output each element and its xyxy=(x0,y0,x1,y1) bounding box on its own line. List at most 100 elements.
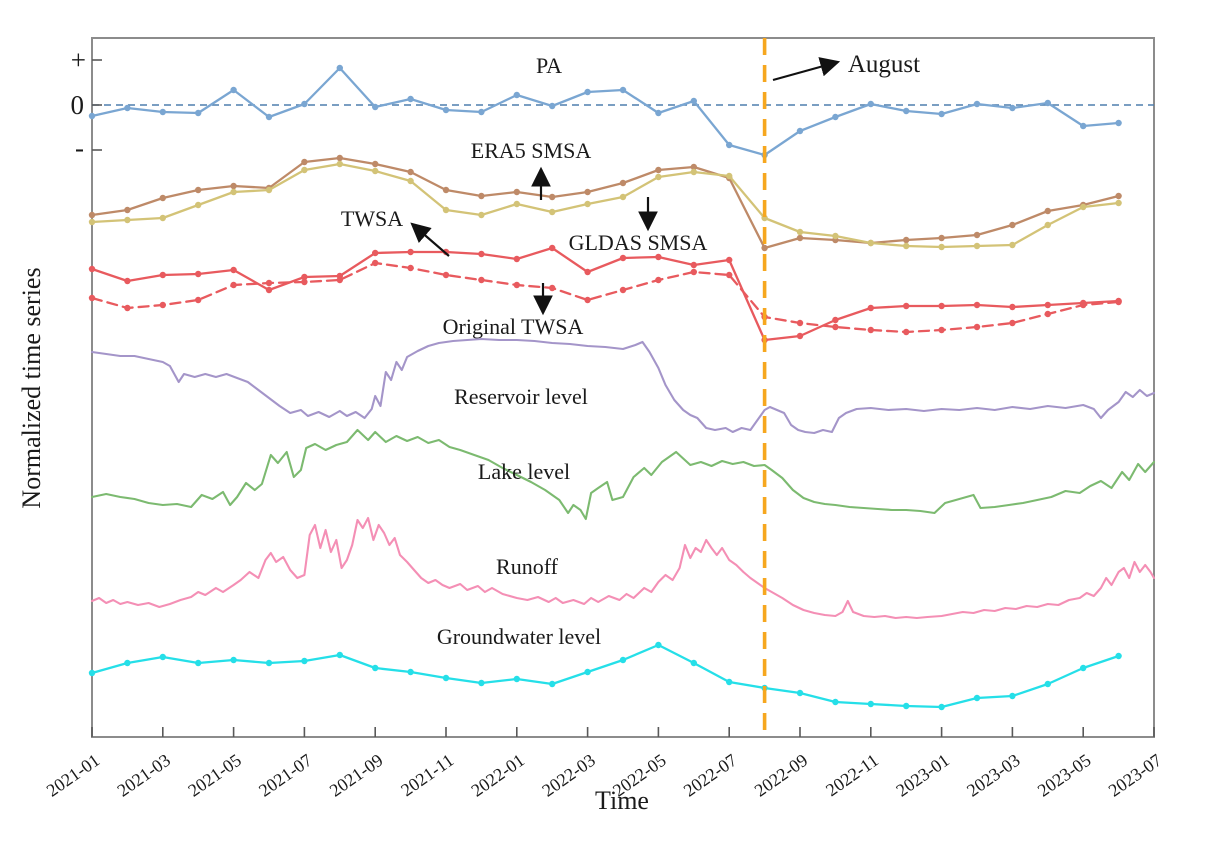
series-marker-era5-smsa xyxy=(1044,207,1052,215)
series-marker-twsa xyxy=(796,332,804,340)
series-label-era5-smsa: ERA5 SMSA xyxy=(471,138,592,163)
series-marker-groundwater-level xyxy=(655,641,662,649)
series-marker-twsa xyxy=(690,261,697,269)
plot-area: 2021-01 2021-03 2021-05 2021-07 2021-09 2021-… xyxy=(43,37,1165,801)
series-marker-gldas-smsa xyxy=(195,201,202,209)
series-marker-era5-smsa xyxy=(584,188,591,196)
series-marker-pa xyxy=(726,141,733,149)
series-marker-gldas-smsa xyxy=(1044,221,1052,229)
series-marker-original-twsa xyxy=(726,271,733,279)
series-marker-era5-smsa xyxy=(230,182,237,190)
series-marker-original-twsa xyxy=(407,264,414,272)
series-marker-gldas-smsa xyxy=(867,239,874,247)
series-marker-original-twsa xyxy=(88,294,96,302)
series-marker-twsa xyxy=(549,244,556,252)
series-marker-pa xyxy=(796,127,804,135)
series-marker-era5-smsa xyxy=(903,236,910,244)
series-marker-era5-smsa xyxy=(796,234,804,242)
series-marker-groundwater-level xyxy=(124,659,131,667)
series-marker-era5-smsa xyxy=(301,158,308,166)
series-marker-original-twsa xyxy=(1009,319,1016,327)
series-marker-era5-smsa xyxy=(407,168,414,176)
series-line-era5-smsa xyxy=(90,156,1120,250)
series-marker-gldas-smsa xyxy=(159,214,166,222)
series-line-pa xyxy=(90,66,1120,157)
series-marker-gldas-smsa xyxy=(938,243,945,251)
series-marker-pa xyxy=(832,113,839,121)
series-marker-pa xyxy=(1080,122,1087,130)
series-marker-twsa xyxy=(1009,303,1016,311)
series-marker-pa xyxy=(88,112,96,120)
arrow-august-arrow xyxy=(772,57,841,82)
series-marker-groundwater-level xyxy=(938,703,945,711)
series-marker-groundwater-level xyxy=(690,659,697,667)
series-marker-original-twsa xyxy=(867,326,874,334)
series-marker-groundwater-level xyxy=(195,659,202,667)
series-marker-gldas-smsa xyxy=(690,168,697,176)
series-label-reservoir-level: Reservoir level xyxy=(454,384,588,409)
series-marker-original-twsa xyxy=(372,259,379,267)
series-marker-groundwater-level xyxy=(513,675,520,683)
series-marker-gldas-smsa xyxy=(265,186,273,194)
series-marker-era5-smsa xyxy=(372,160,379,168)
series-marker-gldas-smsa xyxy=(88,218,96,226)
series-marker-twsa xyxy=(938,302,945,310)
series-marker-era5-smsa xyxy=(478,192,485,200)
series-marker-pa xyxy=(478,108,485,116)
x-tick-label-2021-01: 2021-01 xyxy=(43,750,104,801)
series-marker-era5-smsa xyxy=(938,234,945,242)
series-marker-gldas-smsa xyxy=(726,172,733,180)
series-marker-groundwater-level xyxy=(407,668,414,676)
series-marker-pa xyxy=(265,113,273,121)
series-marker-original-twsa xyxy=(124,304,131,312)
series-marker-twsa xyxy=(973,301,981,309)
series-marker-pa xyxy=(407,95,414,103)
series-marker-pa xyxy=(442,106,450,114)
series-marker-era5-smsa xyxy=(195,186,202,194)
x-tick-label-2023-03: 2023-03 xyxy=(963,750,1024,801)
series-marker-groundwater-level xyxy=(1080,664,1087,672)
series-line-twsa xyxy=(90,246,1120,342)
x-tick-label-2022-03: 2022-03 xyxy=(538,750,599,801)
series-marker-gldas-smsa xyxy=(230,188,237,196)
series-marker-original-twsa xyxy=(655,276,662,284)
series-marker-gldas-smsa xyxy=(442,206,450,214)
series-marker-pa xyxy=(655,109,662,117)
series-marker-pa xyxy=(301,100,308,108)
series-line-reservoir-level xyxy=(90,337,1156,435)
series-marker-gldas-smsa xyxy=(655,173,662,181)
series-marker-era5-smsa xyxy=(1115,192,1122,200)
series-marker-original-twsa xyxy=(796,319,804,327)
series-marker-twsa xyxy=(832,316,839,324)
series-marker-gldas-smsa xyxy=(124,216,131,224)
series-marker-gldas-smsa xyxy=(619,193,627,201)
series-marker-twsa xyxy=(513,255,520,263)
series-marker-twsa xyxy=(478,250,485,258)
x-tick-label-2022-07: 2022-07 xyxy=(680,750,741,801)
series-marker-groundwater-level xyxy=(265,659,273,667)
series-line-groundwater-level xyxy=(90,643,1120,709)
series-marker-pa xyxy=(1044,99,1052,107)
series-marker-original-twsa xyxy=(549,284,556,292)
series-label-lake-level: Lake level xyxy=(478,459,570,484)
y-axis-title: Normalized time series xyxy=(17,267,46,508)
series-marker-original-twsa xyxy=(195,296,202,304)
series-marker-era5-smsa xyxy=(124,206,131,214)
x-tick-label-2022-11: 2022-11 xyxy=(822,750,882,800)
series-marker-pa xyxy=(336,64,343,72)
series-marker-groundwater-level xyxy=(973,694,981,702)
series-marker-pa xyxy=(230,86,237,94)
series-marker-twsa xyxy=(265,286,273,294)
series-marker-twsa xyxy=(1044,301,1052,309)
series-marker-twsa xyxy=(124,277,131,285)
series-marker-gldas-smsa xyxy=(301,166,308,174)
series-marker-pa xyxy=(867,100,874,108)
series-marker-twsa xyxy=(301,273,308,281)
series-label-twsa: TWSA xyxy=(341,206,403,231)
series-marker-groundwater-level xyxy=(584,668,591,676)
series-marker-pa xyxy=(549,102,556,110)
series-marker-groundwater-level xyxy=(478,679,485,687)
series-marker-groundwater-level xyxy=(832,698,839,706)
series-marker-groundwater-level xyxy=(301,657,308,665)
